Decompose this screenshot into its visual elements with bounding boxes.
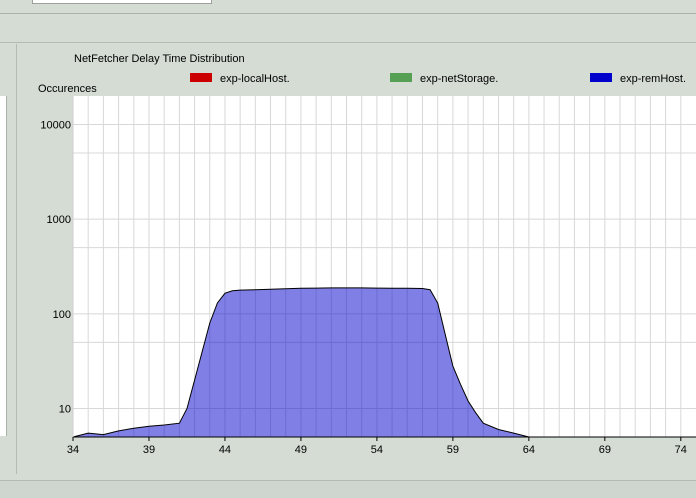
legend: exp-localHost. exp-netStorage. exp-remHost… [190,73,686,85]
y-tick-label: 10 [59,404,71,416]
x-tick-label: 44 [219,444,231,456]
x-tick-label: 49 [295,444,307,456]
series-area-exp-remhost [72,287,696,438]
x-tick-label: 54 [371,444,383,456]
legend-swatch [390,73,412,82]
y-tick-label: 100 [53,309,71,321]
x-tick-label: 59 [447,444,459,456]
x-tick-label: 39 [143,444,155,456]
y-tick-label: 10000 [40,119,71,131]
x-ticks: 34 39 44 49 54 59 64 69 74 [67,437,687,456]
x-tick-label: 34 [67,444,79,456]
x-tick-label: 64 [523,444,535,456]
y-ticks: 10 100 1000 10000 [40,119,71,415]
left-panel [0,96,7,436]
x-tick-label: 74 [675,444,687,456]
legend-label: exp-remHost. [620,73,686,85]
separator [0,42,696,43]
y-axis-label: Occurences [38,83,97,95]
legend-swatch [590,73,612,82]
status-bar [0,480,696,498]
chart-title: NetFetcher Delay Time Distribution [74,53,245,65]
legend-label: exp-netStorage. [420,73,498,85]
top-input-field[interactable] [32,0,212,4]
top-toolbar [0,0,696,14]
x-tick-label: 69 [599,444,611,456]
legend-label: exp-localHost. [220,73,290,85]
y-tick-label: 1000 [47,214,71,226]
panel-divider [16,44,17,474]
legend-swatch [190,73,212,82]
